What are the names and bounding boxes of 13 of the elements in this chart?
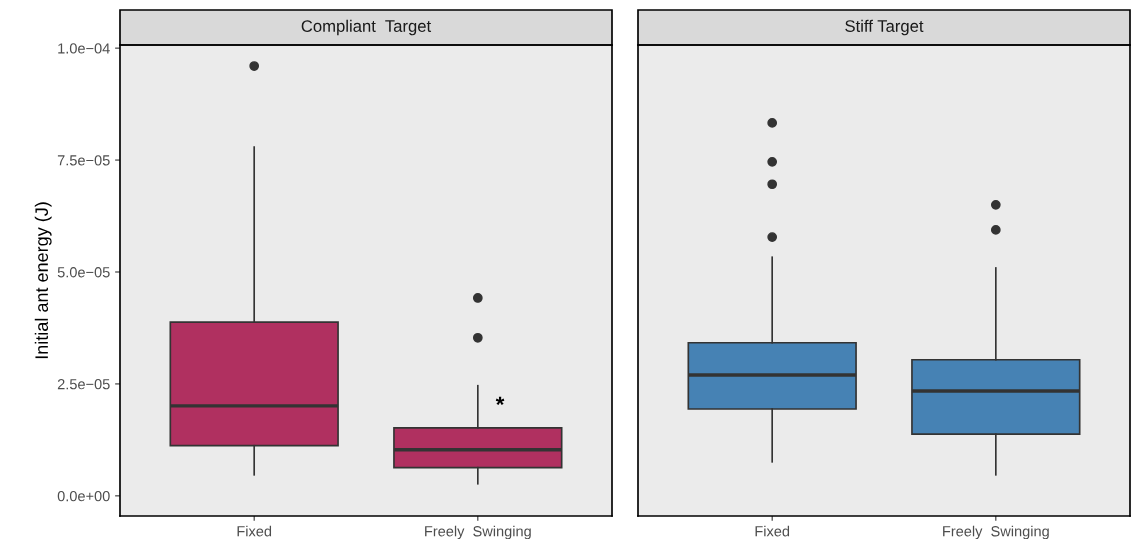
x-tick-label: Fixed bbox=[755, 525, 790, 537]
chart-title: Compliant Target bbox=[301, 19, 432, 36]
y-axis-title: Initial ant energy (J) bbox=[34, 202, 52, 359]
y-tick-label: 0.0e+00 bbox=[57, 490, 110, 502]
annotation: * bbox=[495, 396, 505, 406]
x-tick-label: Freely Swinging bbox=[425, 525, 531, 539]
y-tick-label: 7.5e−05 bbox=[57, 155, 110, 166]
y-tick-label: 1.0e−04 bbox=[58, 43, 110, 54]
chart-title: Stiff Target bbox=[845, 19, 924, 36]
y-tick-label: 5.0e−05 bbox=[57, 267, 110, 278]
x-tick-label: Fixed bbox=[237, 525, 272, 537]
y-tick-label: 2.5e−05 bbox=[57, 379, 110, 390]
x-tick-label: Freely Swinging bbox=[943, 525, 1049, 539]
